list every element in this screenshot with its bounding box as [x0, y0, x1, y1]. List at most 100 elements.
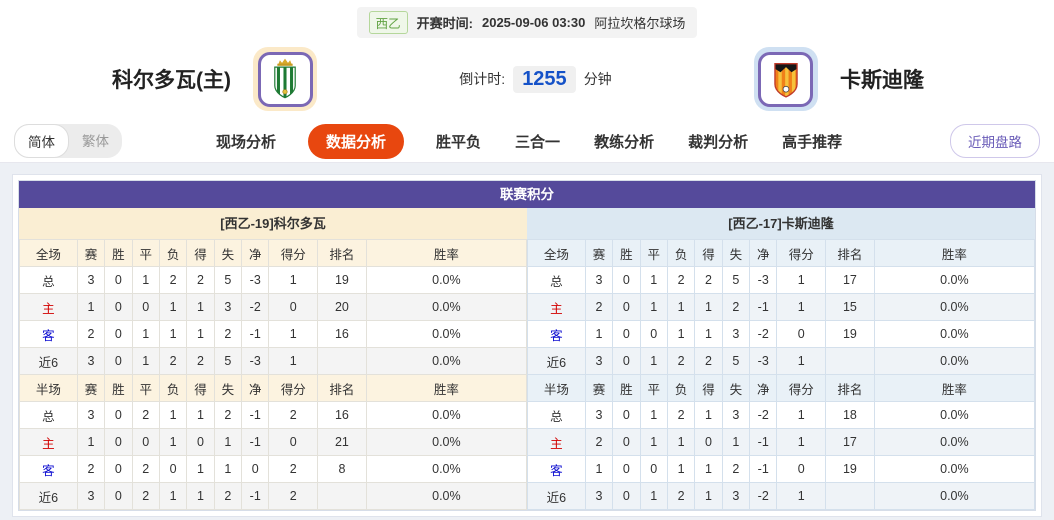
- nav-tab[interactable]: 数据分析: [308, 123, 405, 159]
- stat-cell: 0: [612, 293, 641, 321]
- stat-cell: [317, 347, 367, 375]
- home-full-header: 全场赛胜平负得失净得分 排名 胜率: [19, 239, 528, 267]
- kickoff-label: 开赛时间:: [416, 16, 473, 31]
- stat-cell: 0.0%: [873, 320, 1036, 348]
- column-header: 失: [721, 374, 751, 402]
- stat-cell: 0: [612, 455, 641, 483]
- main-content: 联赛积分 [西乙-19]科尔多瓦 [西乙-17]卡斯迪隆 全场赛胜平负得失净得分…: [0, 163, 1054, 520]
- stat-cell: 0: [268, 293, 319, 321]
- stat-cell: 1: [639, 428, 668, 456]
- column-header: 全场: [19, 239, 78, 267]
- away-half-rows: 总 3 0 1 2 1 3 -2 1 18 0.0% 主: [527, 401, 1036, 510]
- stat-cell: 2: [213, 401, 243, 429]
- lang-option[interactable]: 简体: [14, 124, 69, 158]
- stat-cell: -1: [241, 482, 270, 510]
- stat-cell: 0.0%: [873, 482, 1036, 510]
- column-header: 胜率: [873, 239, 1036, 267]
- away-team-logo: [753, 47, 818, 111]
- lang-option[interactable]: 繁体: [82, 134, 109, 149]
- nav-tabs: 现场分析 数据分析 胜平负 三合一 教练分析 裁判分析 高手推荐: [214, 123, 844, 159]
- column-header: 负: [158, 374, 188, 402]
- column-header-row: 半场赛胜平负得失净得分 排名 胜率: [19, 374, 528, 402]
- away-crest-icon: [758, 51, 814, 107]
- lang-toggle[interactable]: 简体 繁体: [14, 124, 122, 158]
- stat-cell: 1: [186, 401, 215, 429]
- stat-cell: 8: [317, 455, 367, 483]
- stat-cell: 0.0%: [873, 455, 1036, 483]
- home-crest-icon: [257, 51, 313, 107]
- stat-cell: 2: [694, 266, 723, 294]
- nav-tab[interactable]: 高手推荐: [782, 133, 843, 151]
- row-label: 总: [19, 266, 78, 294]
- stat-cell: 0: [694, 428, 723, 456]
- stat-cell: 1: [158, 428, 188, 456]
- stat-cell: 2: [158, 347, 188, 375]
- stat-cell: 1: [694, 320, 723, 348]
- column-header: 得分: [776, 374, 827, 402]
- column-header: 平: [131, 239, 160, 267]
- stat-cell: -1: [241, 320, 270, 348]
- column-header: 得分: [268, 374, 319, 402]
- away-half-header: 半场赛胜平负得失净得分 排名 胜率: [527, 374, 1036, 402]
- table-row: 近6 3 0 1 2 1 3 -2 1 0.0%: [527, 482, 1036, 510]
- nav-tab[interactable]: 现场分析: [216, 133, 277, 151]
- stat-cell: 0.0%: [873, 401, 1036, 429]
- league-badge: 西乙: [368, 11, 408, 34]
- stat-cell: 1: [639, 266, 668, 294]
- stat-cell: 2: [268, 455, 319, 483]
- stat-cell: 3: [76, 266, 106, 294]
- stat-cell: 3: [584, 482, 614, 510]
- stat-cell: -3: [749, 347, 778, 375]
- home-half-header: 半场赛胜平负得失净得分 排名 胜率: [19, 374, 528, 402]
- row-label: 客: [19, 320, 78, 348]
- match-info-pill: 西乙 开赛时间: 2025-09-06 03:30 阿拉坎格尔球场: [356, 7, 698, 38]
- recent-trend-button[interactable]: 近期盘路: [950, 124, 1040, 158]
- stat-cell: 5: [721, 266, 751, 294]
- stat-cell: 2: [584, 428, 614, 456]
- stat-cell: 1: [694, 482, 723, 510]
- stat-cell: 0: [612, 266, 641, 294]
- nav-tab[interactable]: 教练分析: [594, 133, 655, 151]
- column-header: 净: [749, 374, 778, 402]
- stat-cell: 2: [666, 482, 696, 510]
- column-header: 赛: [76, 374, 106, 402]
- stat-cell: 3: [721, 401, 751, 429]
- stat-cell: 2: [76, 455, 106, 483]
- home-team-logo: [253, 47, 317, 111]
- table-row: 总 3 0 1 2 2 5 -3 1 17 0.0%: [527, 266, 1036, 294]
- stat-cell: -1: [241, 428, 270, 456]
- column-header: 负: [666, 374, 696, 402]
- stat-cell: 21: [317, 428, 367, 456]
- stat-cell: 5: [721, 347, 751, 375]
- nav-tab[interactable]: 三合一: [515, 133, 561, 151]
- countdown: 倒计时: 1255 分钟: [459, 65, 612, 93]
- stat-cell: 1: [131, 347, 160, 375]
- stat-cell: 2: [694, 347, 723, 375]
- stat-cell: 3: [584, 266, 614, 294]
- column-header: 失: [213, 239, 243, 267]
- stat-cell: 1: [639, 347, 668, 375]
- column-header: 失: [721, 239, 751, 267]
- stat-cell: 16: [317, 401, 367, 429]
- stat-cell: 1: [639, 482, 668, 510]
- stat-cell: 0: [612, 482, 641, 510]
- stat-cell: 0: [131, 428, 160, 456]
- stat-cell: 0: [639, 455, 668, 483]
- stat-cell: 2: [584, 293, 614, 321]
- stat-cell: 2: [268, 401, 319, 429]
- stat-cell: 2: [131, 455, 160, 483]
- stat-cell: -2: [749, 320, 778, 348]
- table-row: 总 3 0 2 1 1 2 -1 2 16 0.0%: [19, 401, 528, 429]
- stat-cell: -1: [749, 455, 778, 483]
- kickoff-time: 2025-09-06 03:30: [481, 15, 586, 30]
- stat-cell: 1: [584, 455, 614, 483]
- column-header: 负: [158, 239, 188, 267]
- away-team-name: 卡斯迪隆: [839, 69, 924, 92]
- stat-cell: 0: [268, 428, 319, 456]
- nav-tab[interactable]: 胜平负: [436, 133, 482, 151]
- stat-cell: -3: [241, 347, 270, 375]
- nav-tab[interactable]: 裁判分析: [688, 133, 749, 151]
- stat-cell: 18: [825, 401, 875, 429]
- row-label: 总: [19, 401, 78, 429]
- stat-cell: 2: [213, 320, 243, 348]
